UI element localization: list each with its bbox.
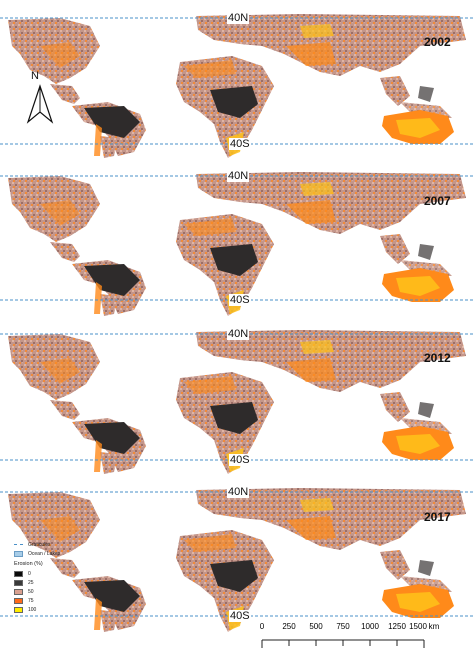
graticule-swatch — [14, 544, 23, 545]
year-label: 2017 — [424, 510, 451, 524]
ocean-swatch — [14, 550, 23, 557]
legend-swatch — [14, 588, 23, 595]
legend-class-label: 100 — [28, 606, 37, 613]
map-panel-2012 — [0, 330, 474, 474]
legend-swatch — [14, 570, 23, 577]
legend-class: 50 — [14, 587, 109, 596]
north-arrow-icon — [26, 84, 54, 124]
scale-bar-labels: 0 250 500 750 1000 1250 1500 km — [258, 622, 440, 652]
legend-class: 75 — [14, 596, 109, 605]
year-label: 2012 — [424, 351, 451, 365]
year-label: 2002 — [424, 35, 451, 49]
lat-label-40n: 40N — [227, 486, 250, 498]
legend-class: 0 — [14, 569, 109, 578]
legend-graticules: Graticules — [14, 540, 109, 549]
legend-class-label: 75 — [28, 597, 34, 604]
lat-label-40s: 40S — [229, 610, 251, 622]
legend-swatch — [14, 579, 23, 586]
legend-class: 25 — [14, 578, 109, 587]
legend-class-label: 50 — [28, 588, 34, 595]
scale-tick-label: 1250 — [388, 622, 406, 631]
scale-tick-label: 1500 — [409, 622, 427, 631]
legend-ocean: Ocean / Lakes — [14, 549, 109, 558]
lat-label-40n: 40N — [227, 328, 250, 340]
legend-swatch — [14, 606, 23, 613]
map-legend: Graticules Ocean / Lakes Erosion (%) 0 2… — [14, 540, 109, 614]
lat-label-40s: 40S — [229, 294, 251, 306]
scale-tick-label: 750 — [336, 622, 350, 631]
legend-class-label: 0 — [28, 570, 31, 577]
lat-label-40n: 40N — [227, 12, 250, 24]
scale-tick-label: 250 — [282, 622, 296, 631]
scale-tick-label: 500 — [309, 622, 323, 631]
legend-class: 100 — [14, 605, 109, 614]
scale-unit-label: km — [428, 622, 440, 631]
scale-tick-label: 0 — [259, 622, 265, 631]
year-label: 2007 — [424, 194, 451, 208]
lat-label-40n: 40N — [227, 170, 250, 182]
legend-class-label: 25 — [28, 579, 34, 586]
lat-label-40s: 40S — [229, 454, 251, 466]
legend-graticules-label: Graticules — [28, 541, 51, 548]
lat-label-40s: 40S — [229, 138, 251, 150]
legend-ocean-label: Ocean / Lakes — [28, 550, 61, 557]
legend-swatch — [14, 597, 23, 604]
scale-bar — [261, 639, 425, 648]
legend-title: Erosion (%) — [14, 561, 43, 567]
north-arrow-label: N — [31, 70, 39, 82]
map-panel-2002 — [0, 14, 474, 158]
scale-tick-label: 1000 — [361, 622, 379, 631]
